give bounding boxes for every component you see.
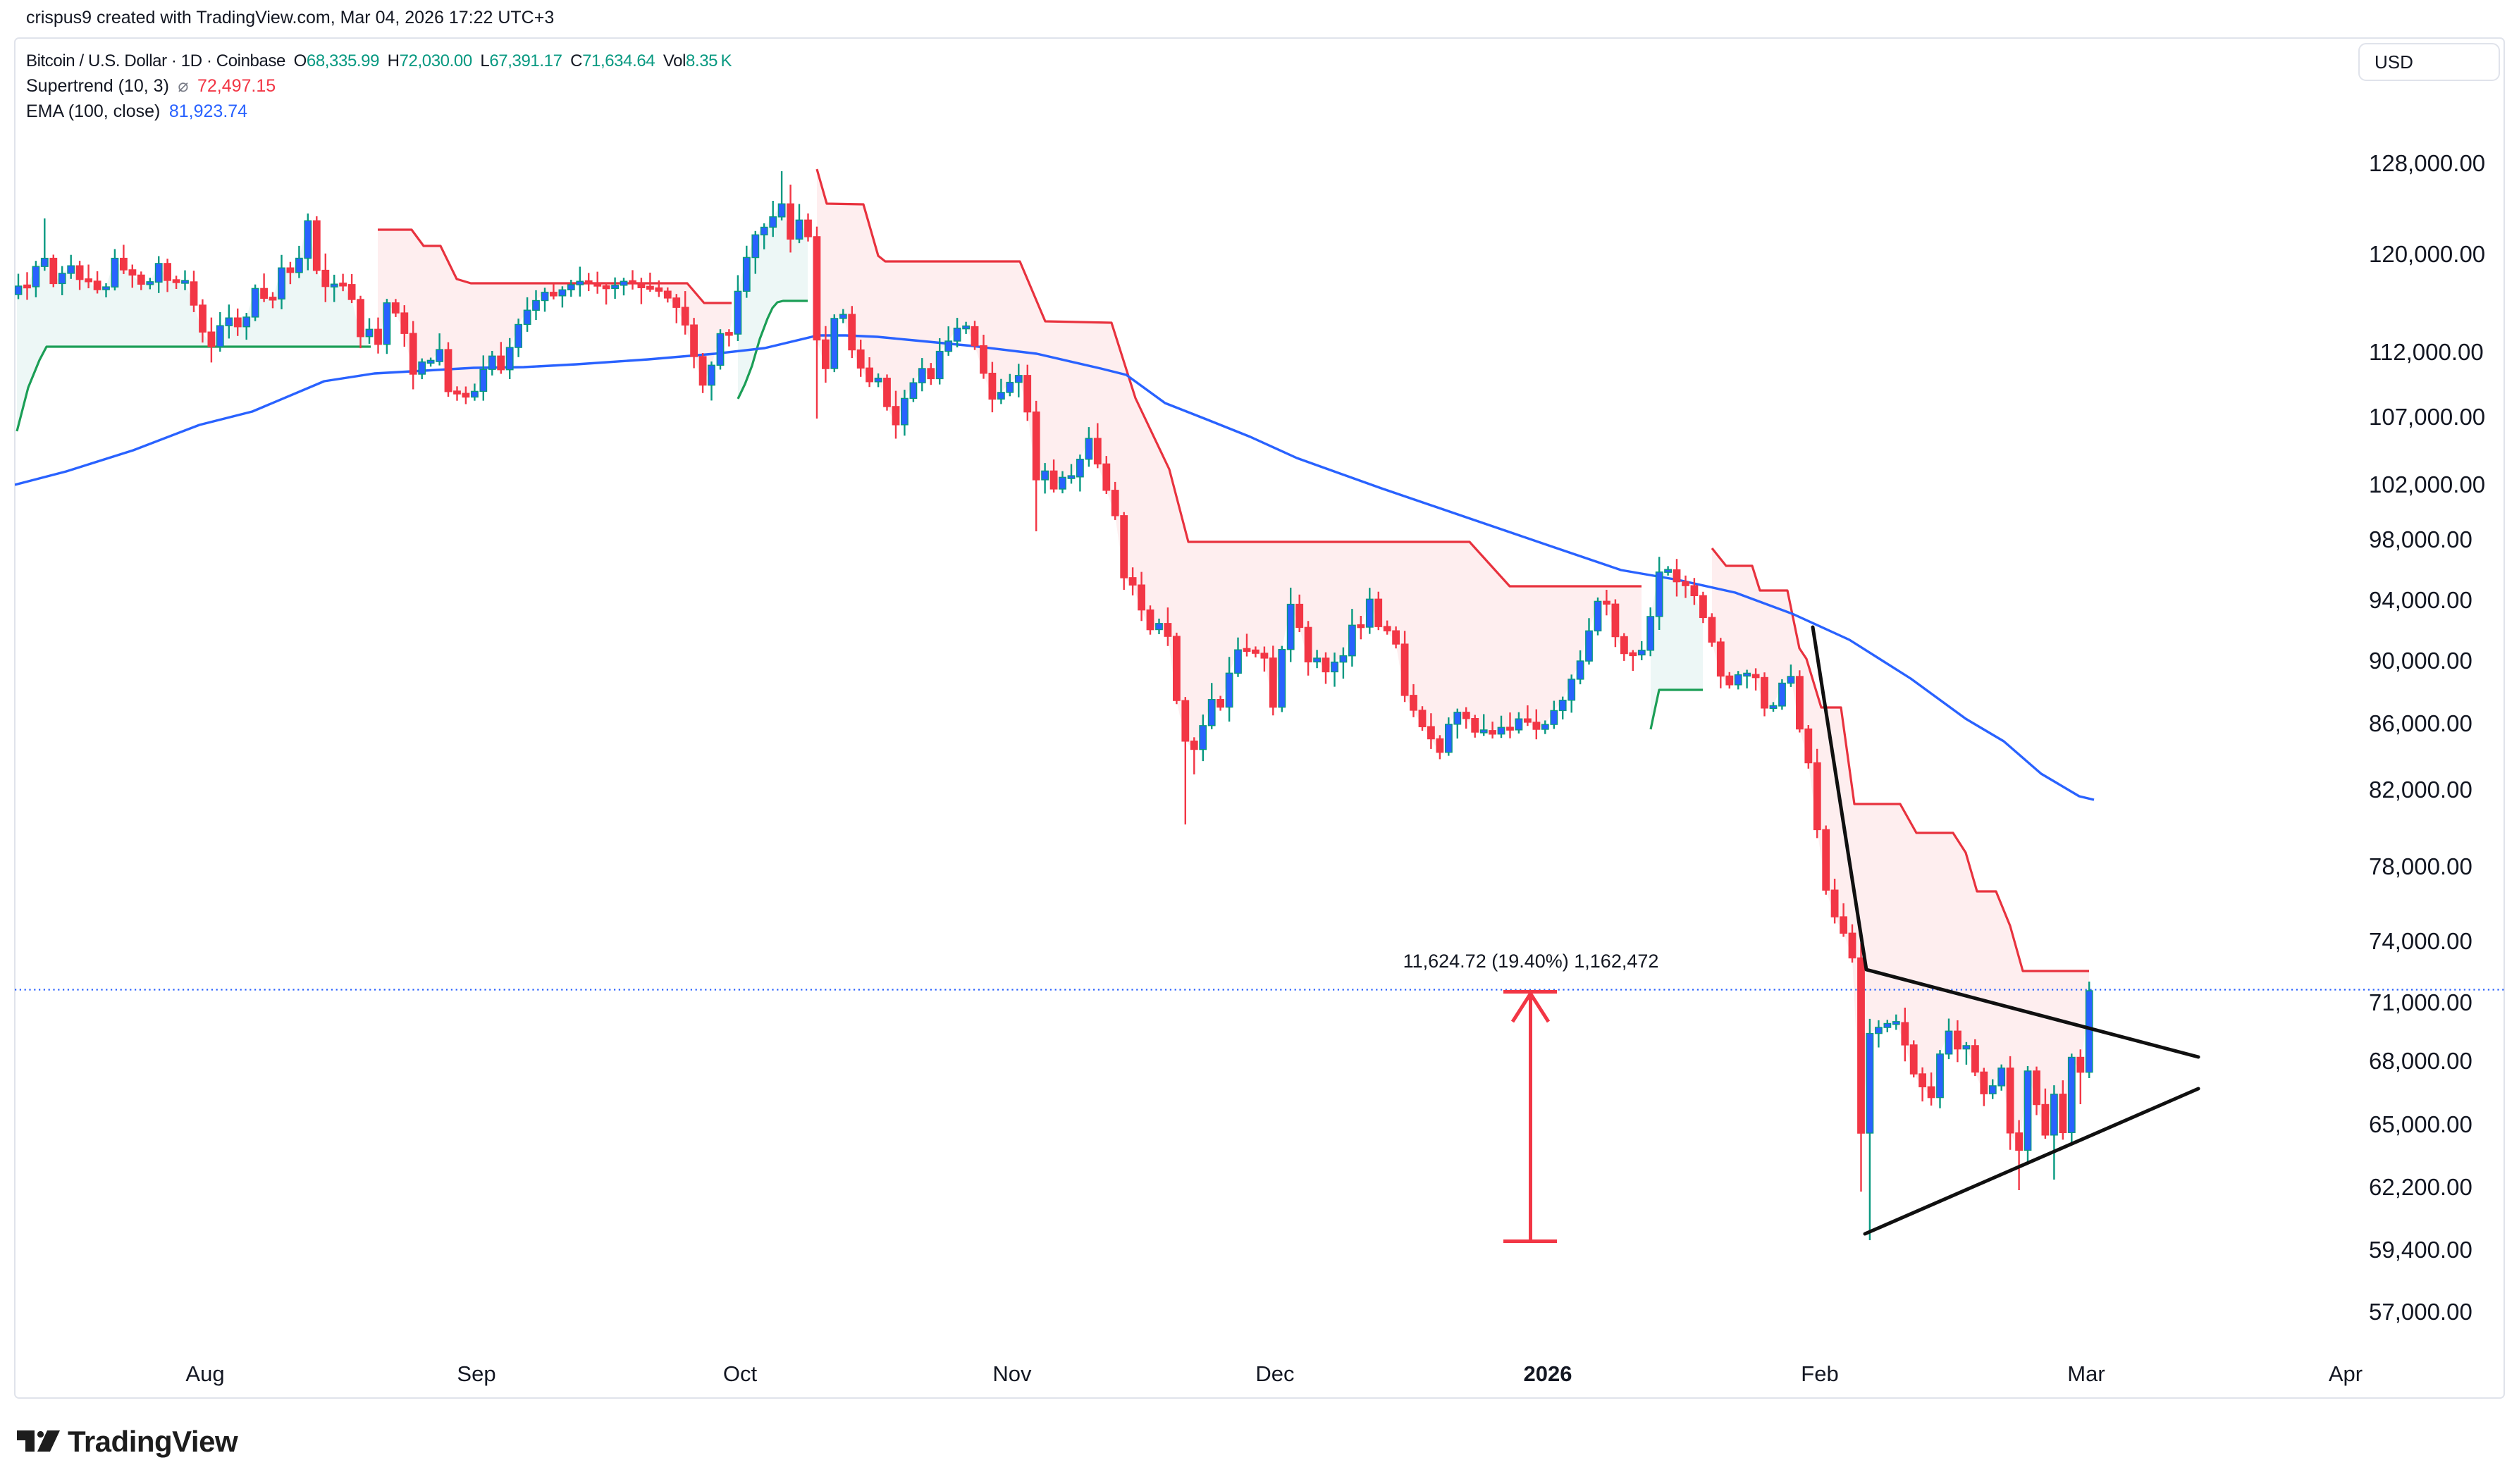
svg-text:Bitcoin / U.S. Dollar · 1D · C: Bitcoin / U.S. Dollar · 1D · Coinbase O6… — [26, 51, 732, 70]
svg-text:EMA (100, close) 81,923.74: EMA (100, close) 81,923.74 — [26, 101, 247, 121]
svg-text:USD: USD — [2375, 51, 2413, 73]
svg-text:71,000.00: 71,000.00 — [2369, 989, 2472, 1015]
svg-text:Oct: Oct — [723, 1361, 758, 1386]
svg-text:Sep: Sep — [457, 1361, 495, 1386]
svg-text:Feb: Feb — [1801, 1361, 1838, 1386]
svg-text:Aug: Aug — [185, 1361, 224, 1386]
svg-text:Apr: Apr — [2329, 1361, 2363, 1386]
svg-text:86,000.00: 86,000.00 — [2369, 710, 2472, 736]
svg-text:78,000.00: 78,000.00 — [2369, 853, 2472, 879]
svg-text:57,000.00: 57,000.00 — [2369, 1299, 2472, 1325]
svg-text:Supertrend (10, 3) ⌀ 72,497.15: Supertrend (10, 3) ⌀ 72,497.15 — [26, 76, 276, 96]
svg-text:82,000.00: 82,000.00 — [2369, 777, 2472, 803]
svg-text:94,000.00: 94,000.00 — [2369, 587, 2472, 613]
svg-text:Nov: Nov — [992, 1361, 1032, 1386]
svg-text:TradingView: TradingView — [68, 1425, 238, 1458]
svg-text:107,000.00: 107,000.00 — [2369, 404, 2485, 430]
svg-text:90,000.00: 90,000.00 — [2369, 648, 2472, 674]
svg-text:128,000.00: 128,000.00 — [2369, 150, 2485, 176]
svg-text:68,000.00: 68,000.00 — [2369, 1048, 2472, 1074]
svg-text:crispus9 created with TradingV: crispus9 created with TradingView.com, M… — [26, 8, 554, 27]
svg-text:120,000.00: 120,000.00 — [2369, 241, 2485, 267]
svg-text:112,000.00: 112,000.00 — [2369, 339, 2484, 365]
svg-text:74,000.00: 74,000.00 — [2369, 928, 2472, 954]
svg-text:98,000.00: 98,000.00 — [2369, 526, 2472, 552]
svg-text:59,400.00: 59,400.00 — [2369, 1237, 2472, 1263]
svg-text:Mar: Mar — [2067, 1361, 2105, 1386]
svg-text:62,200.00: 62,200.00 — [2369, 1174, 2472, 1200]
svg-text:102,000.00: 102,000.00 — [2369, 471, 2485, 497]
svg-text:2026: 2026 — [1524, 1361, 1572, 1386]
svg-text:11,624.72 (19.40%) 1,162,472: 11,624.72 (19.40%) 1,162,472 — [1403, 951, 1659, 972]
svg-text:65,000.00: 65,000.00 — [2369, 1111, 2472, 1137]
svg-text:Dec: Dec — [1255, 1361, 1294, 1386]
